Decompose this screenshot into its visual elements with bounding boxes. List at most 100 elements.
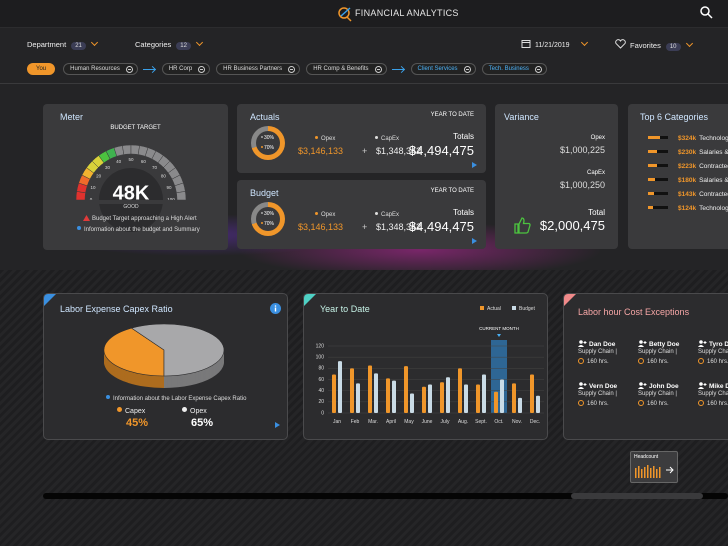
category-amount: $143k (678, 191, 697, 198)
pie-chart (103, 323, 225, 388)
bar (368, 365, 372, 413)
legend-dot (117, 407, 122, 412)
label: CapEx (381, 136, 400, 142)
corner (564, 294, 576, 306)
crumb-chip[interactable]: HR Business Partners (216, 63, 301, 75)
person-name: Dan Doe (578, 340, 615, 348)
gauge-value: 48K (113, 182, 150, 204)
crumb-chip[interactable]: You (27, 63, 56, 75)
person-hours: 160 hrs. (698, 400, 728, 407)
category-label: Contracted (699, 191, 728, 198)
bar (518, 397, 522, 413)
bar (338, 361, 342, 413)
more[interactable] (472, 162, 477, 168)
x-tick-label: Aug. (458, 419, 468, 425)
category-bar (648, 178, 668, 181)
bar-chart: CURRENT MONTH 0 20 40 60 80 100 120 Actual Budget… (316, 306, 544, 425)
crumb-chip[interactable]: HR Corp (161, 63, 211, 75)
crumb-chip[interactable]: HR Comp & Benefits (306, 63, 387, 75)
person-dept: Supply Chain | (578, 349, 617, 355)
person-icon (698, 340, 707, 347)
person-name: Vern Doe (578, 382, 617, 390)
remove-icon (125, 65, 133, 73)
crumb-chip[interactable]: Human Resources (63, 63, 138, 75)
legend-swatch (480, 306, 484, 310)
legend-label: Capex (125, 408, 146, 415)
gauge-tick-label: 40 (116, 159, 122, 164)
department-filter[interactable]: Department 21 (27, 38, 98, 50)
hours-text: 160 hrs. (647, 401, 669, 407)
gauge-base (76, 200, 186, 204)
plus (583, 383, 587, 386)
clock-icon (638, 400, 644, 406)
crumb-text: Client Services (417, 66, 458, 72)
categories-filter[interactable]: Categories 12 (135, 38, 204, 50)
labor-exceptions-panel: Labor hour Cost Exceptions Dan Doe Supply… (563, 293, 728, 440)
search-icon[interactable] (699, 5, 713, 19)
category-bar (648, 192, 668, 195)
clock-icon (698, 400, 704, 406)
clock-icon (578, 358, 584, 364)
divider (0, 83, 728, 84)
panel-title: Labor Expense Capex Ratio (60, 304, 173, 314)
ring-label: 70% (261, 145, 274, 151)
x-tick-label: Mar. (368, 419, 378, 425)
opex-value: $3,146,133 (298, 146, 344, 156)
remove-icon (198, 65, 206, 73)
person-name: Betty Doe (638, 340, 679, 348)
crumb-chip[interactable]: Tech. Business (481, 63, 547, 75)
person-hours: 160 hrs. (578, 358, 609, 365)
thumbs-up-icon (514, 217, 531, 234)
ring-value: 30% (264, 211, 275, 217)
info-icon[interactable] (270, 303, 281, 314)
card-subtitle: BUDGET TARGET (110, 125, 161, 131)
plus (643, 383, 647, 386)
category-label: Contracted (699, 163, 728, 170)
crumb-chip[interactable]: Client Services (410, 63, 476, 75)
capex-value: $1,348,342 (376, 222, 422, 232)
bar (332, 374, 336, 413)
person-dept: Supply Chain | (698, 349, 728, 355)
category-label: Salaries & (699, 177, 728, 184)
category-label: Technolog (699, 135, 728, 142)
bar (356, 383, 360, 413)
label: Opex (321, 212, 336, 218)
more[interactable] (275, 422, 280, 428)
gauge-tick-label: 90 (167, 185, 173, 190)
hours-text: 160 hrs. (707, 359, 728, 365)
headcount-tooltip[interactable]: Headcount (630, 451, 678, 483)
equals: = (410, 222, 416, 232)
bar (476, 384, 480, 413)
filter-count: 12 (176, 42, 191, 50)
head (639, 382, 643, 386)
more[interactable] (472, 238, 477, 244)
scroll-thumb[interactable] (571, 493, 703, 499)
bar (422, 386, 426, 413)
gauge-segment (122, 144, 132, 155)
annotation-pointer (497, 334, 501, 337)
remove-icon (374, 65, 382, 73)
pie-slice (130, 323, 225, 377)
category-amount: $230k (678, 149, 697, 156)
legend-entry: Capex (117, 407, 145, 415)
scrollbar[interactable] (43, 493, 728, 499)
opex-label: Opex (315, 136, 335, 142)
hours-text: 160 hrs. (707, 401, 728, 407)
name-text: Vern Doe (589, 383, 618, 390)
note-text: Information about the Labor Expense Cape… (113, 396, 247, 402)
x-tick-label: April (386, 419, 396, 425)
bar (500, 379, 504, 413)
crumb-text: Tech. Business (488, 66, 529, 72)
corner (304, 294, 316, 306)
body (638, 345, 644, 347)
date-filter[interactable]: 11/21/2019 (521, 38, 588, 49)
body (698, 345, 704, 347)
filter-count: 10 (665, 43, 681, 51)
favorites-filter[interactable]: Favorites 10 (615, 39, 693, 51)
x-tick-label: Dec. (530, 419, 540, 425)
calendar-icon (521, 40, 531, 48)
card-title: Variance (504, 112, 539, 122)
gauge-status: GOOD (123, 204, 139, 210)
gauge-segment (176, 191, 187, 201)
